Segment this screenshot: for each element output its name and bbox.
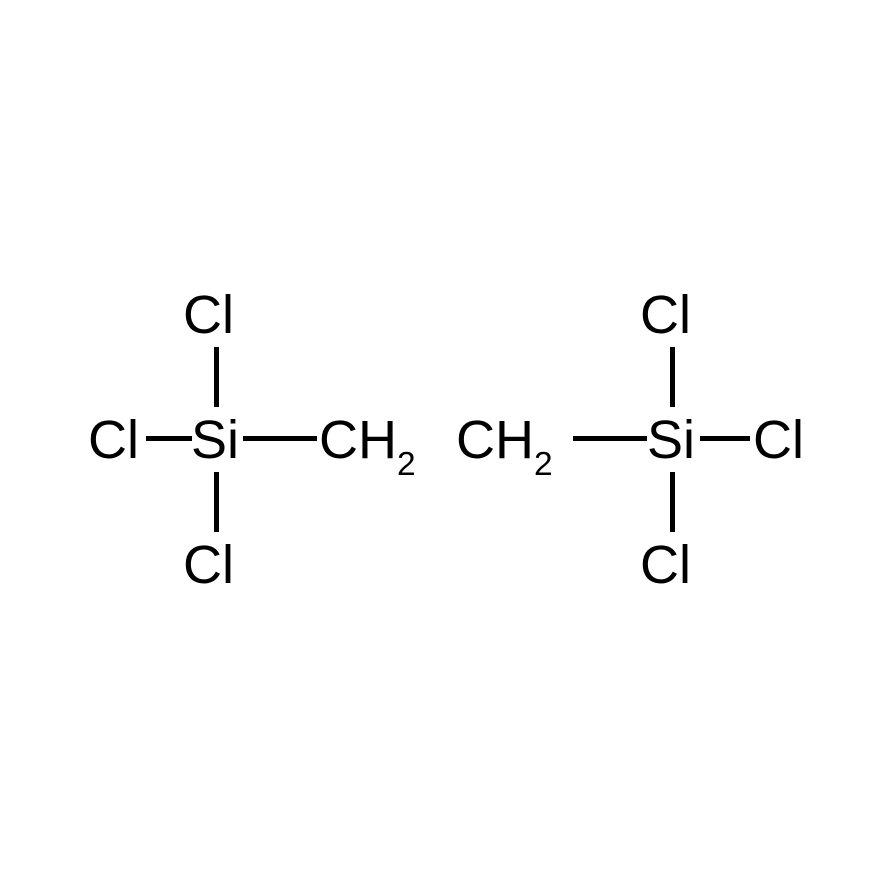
atom-cl-top-right: Cl [640, 288, 691, 342]
atom-si-left: Si [191, 413, 239, 467]
atom-ch2-left: CH2 [319, 413, 416, 476]
atom-label: Cl [183, 285, 234, 345]
atom-label: Cl [753, 410, 804, 470]
bond-si-ch2-left [243, 436, 317, 441]
atom-label: CH [456, 410, 534, 470]
atom-label: Si [191, 410, 239, 470]
atom-cl-right: Cl [753, 413, 804, 467]
bond-ch2-si-right [573, 436, 647, 441]
bond-si-cl-top-right [670, 347, 675, 407]
atom-cl-left: Cl [88, 413, 139, 467]
atom-ch2-right: CH2 [456, 413, 553, 476]
bond-si-cl-bot-right [670, 472, 675, 532]
atom-si-right: Si [647, 413, 695, 467]
atom-label: Cl [88, 410, 139, 470]
bond-si-cl-top-left [214, 347, 219, 407]
bond-cl-si-left [146, 436, 192, 441]
atom-label: CH [319, 410, 397, 470]
chemical-structure-canvas: Cl Cl Si Cl CH2 CH2 Si Cl Cl Cl [0, 0, 890, 890]
bond-si-cl-right [700, 436, 750, 441]
atom-cl-bot-right: Cl [640, 538, 691, 592]
atom-cl-bot-left: Cl [183, 538, 234, 592]
atom-label: Cl [640, 535, 691, 595]
atom-label: Cl [640, 285, 691, 345]
atom-subscript: 2 [534, 446, 553, 483]
atom-cl-top-left: Cl [183, 288, 234, 342]
atom-subscript: 2 [397, 446, 416, 483]
bond-si-cl-bot-left [214, 472, 219, 532]
atom-label: Cl [183, 535, 234, 595]
atom-label: Si [647, 410, 695, 470]
